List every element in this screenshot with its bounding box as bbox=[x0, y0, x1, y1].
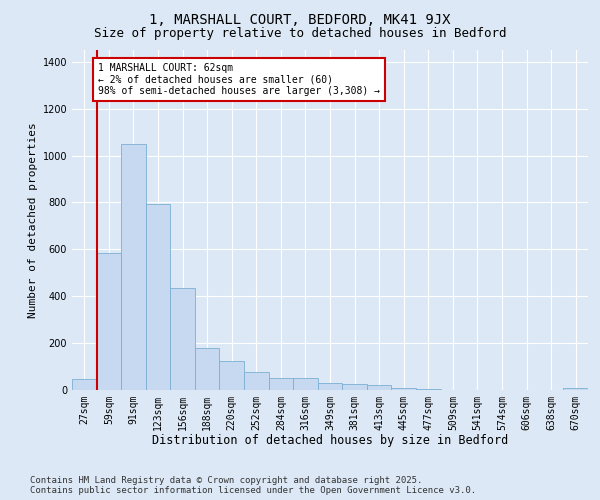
Bar bbox=[293, 378, 318, 390]
Y-axis label: Number of detached properties: Number of detached properties bbox=[28, 122, 38, 318]
Bar bbox=[269, 378, 293, 390]
Bar bbox=[318, 383, 342, 390]
Bar bbox=[391, 388, 416, 390]
Bar bbox=[97, 253, 121, 390]
Text: 1 MARSHALL COURT: 62sqm
← 2% of detached houses are smaller (60)
98% of semi-det: 1 MARSHALL COURT: 62sqm ← 2% of detached… bbox=[98, 63, 380, 96]
Bar bbox=[367, 386, 391, 390]
Bar bbox=[244, 372, 269, 390]
X-axis label: Distribution of detached houses by size in Bedford: Distribution of detached houses by size … bbox=[152, 434, 508, 448]
Bar bbox=[146, 204, 170, 390]
Bar bbox=[72, 380, 97, 390]
Bar bbox=[563, 388, 588, 390]
Bar bbox=[195, 348, 220, 390]
Text: Contains HM Land Registry data © Crown copyright and database right 2025.
Contai: Contains HM Land Registry data © Crown c… bbox=[30, 476, 476, 495]
Bar bbox=[342, 384, 367, 390]
Bar bbox=[170, 288, 195, 390]
Text: Size of property relative to detached houses in Bedford: Size of property relative to detached ho… bbox=[94, 28, 506, 40]
Bar bbox=[220, 360, 244, 390]
Bar bbox=[416, 389, 440, 390]
Bar bbox=[121, 144, 146, 390]
Text: 1, MARSHALL COURT, BEDFORD, MK41 9JX: 1, MARSHALL COURT, BEDFORD, MK41 9JX bbox=[149, 12, 451, 26]
